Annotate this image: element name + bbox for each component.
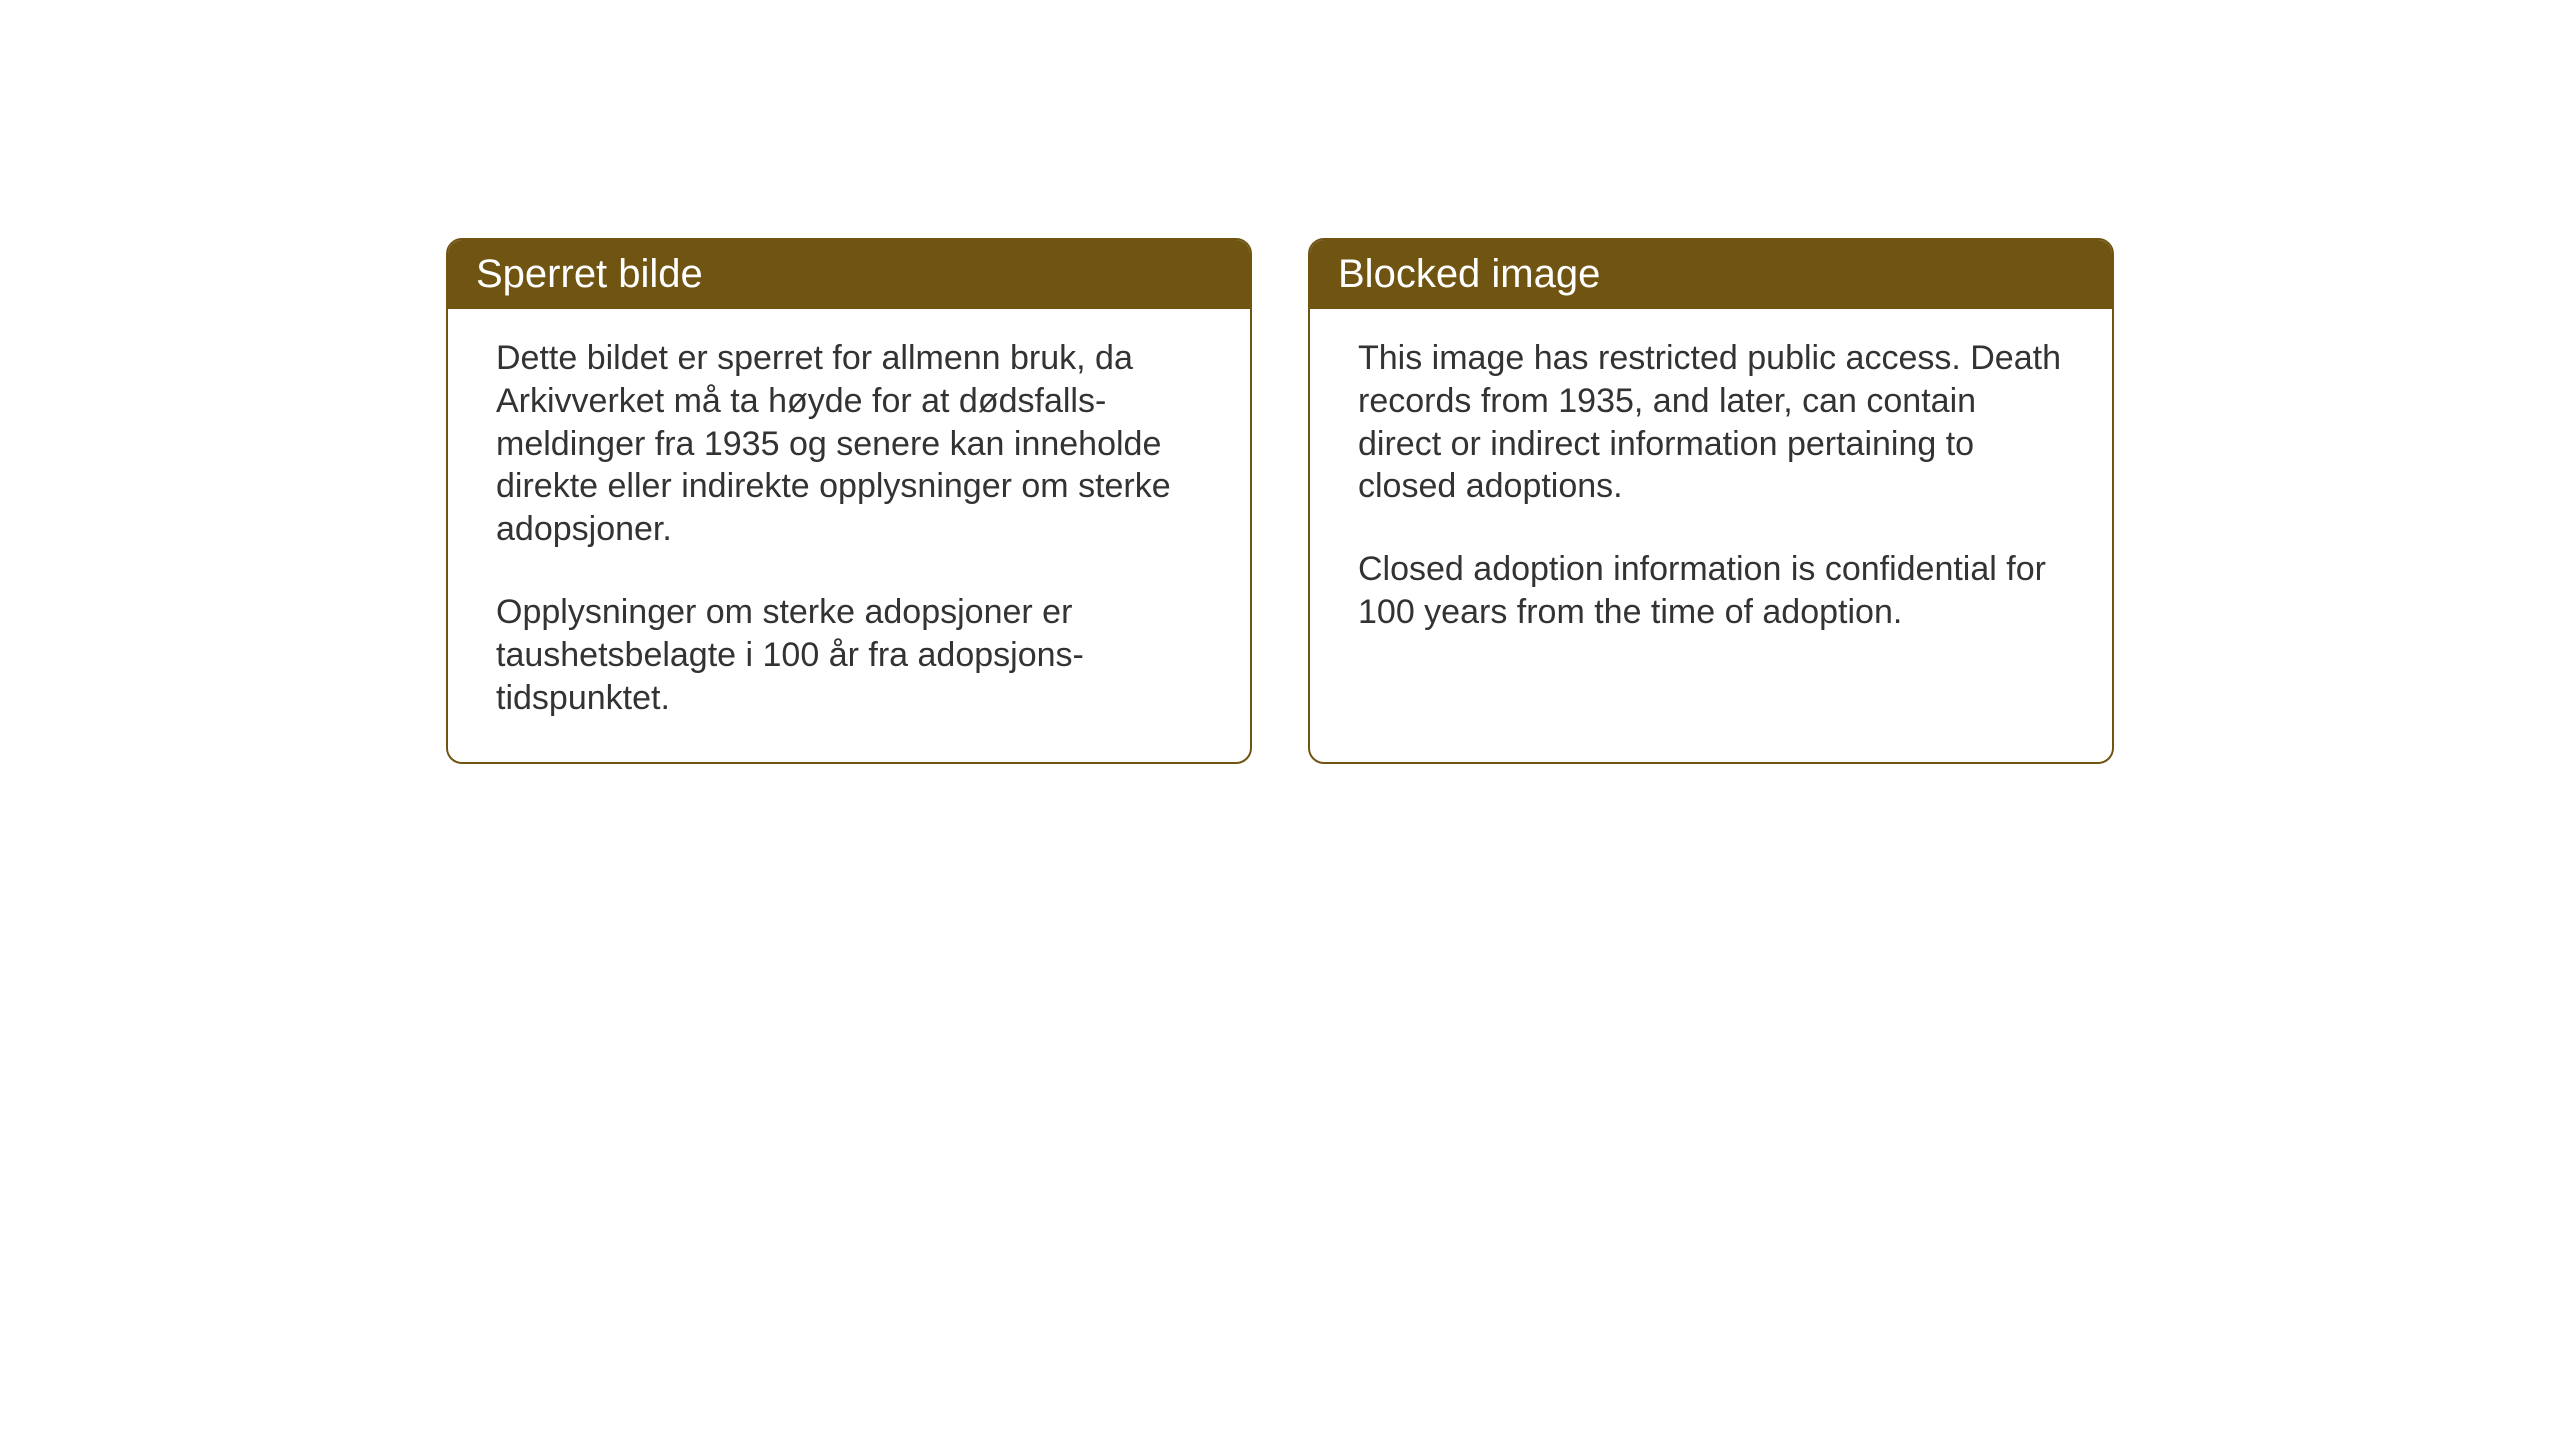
card-norwegian: Sperret bilde Dette bildet er sperret fo…: [446, 238, 1252, 764]
card-body-norwegian: Dette bildet er sperret for allmenn bruk…: [448, 309, 1250, 762]
card-title-english: Blocked image: [1338, 252, 1600, 296]
card-english: Blocked image This image has restricted …: [1308, 238, 2114, 764]
paragraph-norwegian-1: Dette bildet er sperret for allmenn bruk…: [496, 337, 1202, 551]
card-header-english: Blocked image: [1310, 240, 2112, 309]
card-title-norwegian: Sperret bilde: [476, 252, 703, 296]
card-header-norwegian: Sperret bilde: [448, 240, 1250, 309]
cards-container: Sperret bilde Dette bildet er sperret fo…: [0, 0, 2560, 764]
card-body-english: This image has restricted public access.…: [1310, 309, 2112, 676]
paragraph-english-2: Closed adoption information is confident…: [1358, 548, 2064, 634]
paragraph-english-1: This image has restricted public access.…: [1358, 337, 2064, 508]
paragraph-norwegian-2: Opplysninger om sterke adopsjoner er tau…: [496, 591, 1202, 719]
